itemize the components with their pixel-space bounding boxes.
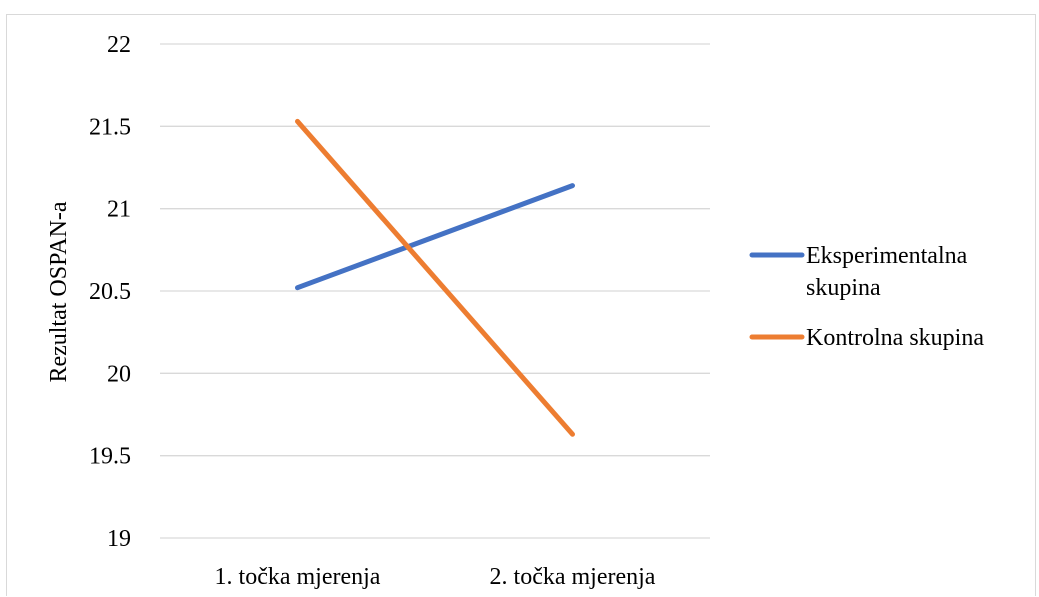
series-line-1	[295, 118, 575, 437]
x-tick-label-0: 1. točka mjerenja	[215, 564, 381, 590]
gridlines	[160, 43, 710, 539]
legend-item-0: Eksperimentalna skupina	[749, 243, 968, 301]
legend-label-0: Eksperimentalna skupina	[806, 243, 968, 301]
x-axis-ticks: 1. točka mjerenja 2. točka mjerenja	[215, 564, 656, 590]
y-tick-label-4: 21	[107, 197, 131, 223]
y-tick-label-1: 19.5	[89, 444, 131, 470]
chart-frame	[6, 14, 1036, 596]
y-tick-label-6: 22	[107, 32, 131, 58]
y-tick-label-0: 19	[107, 526, 131, 552]
y-tick-label-2: 20	[107, 361, 131, 387]
legend-label-1: Kontrolna skupina	[806, 325, 984, 351]
legend: Eksperimentalna skupina Kontrolna skupina	[749, 243, 984, 351]
series-lines	[295, 118, 575, 437]
y-axis-title: Rezultat OSPAN-a	[46, 201, 72, 382]
legend-item-1: Kontrolna skupina	[749, 325, 984, 351]
y-tick-label-5: 21.5	[89, 114, 131, 140]
y-tick-label-3: 20.5	[89, 279, 131, 305]
y-axis-ticks: 19 19.5 20 20.5 21 21.5 22	[89, 32, 131, 552]
x-tick-label-1: 2. točka mjerenja	[490, 564, 656, 590]
series-line-0	[295, 183, 575, 291]
